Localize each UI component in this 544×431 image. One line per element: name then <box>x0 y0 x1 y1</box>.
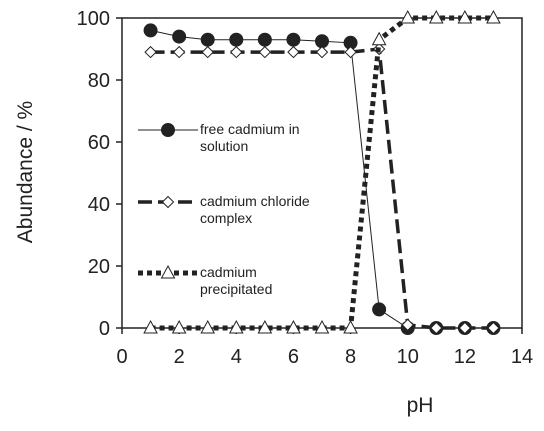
marker <box>314 319 330 334</box>
marker <box>287 45 300 59</box>
legend-entry <box>138 195 198 209</box>
x-tick-label: 2 <box>174 346 185 368</box>
marker <box>400 9 416 24</box>
x-tick-label: 8 <box>345 346 356 368</box>
y-tick-label: 60 <box>88 132 110 154</box>
x-tick-label: 6 <box>288 346 299 368</box>
marker <box>430 321 443 335</box>
marker <box>161 195 175 209</box>
x-tick-label: 4 <box>231 346 242 368</box>
marker <box>161 123 175 137</box>
marker <box>230 45 243 59</box>
x-axis-label: pH <box>407 394 434 417</box>
marker <box>487 321 500 335</box>
marker <box>457 9 473 24</box>
x-tick-label: 12 <box>454 346 476 368</box>
marker <box>258 45 272 59</box>
marker <box>144 45 157 59</box>
marker <box>172 45 186 59</box>
legend-entry <box>138 123 198 137</box>
marker <box>458 321 472 335</box>
y-tick-label: 20 <box>88 256 110 278</box>
marker <box>201 45 214 59</box>
y-axis-label: Abundance / % <box>14 101 37 243</box>
y-tick-label: 80 <box>88 70 110 92</box>
marker <box>286 32 301 47</box>
marker <box>344 45 357 59</box>
marker <box>171 319 187 334</box>
marker <box>228 319 244 334</box>
y-tick-label: 100 <box>77 8 110 30</box>
y-tick-label: 40 <box>88 194 110 216</box>
marker <box>200 32 215 47</box>
y-tick-label: 0 <box>99 318 110 340</box>
x-tick-label: 0 <box>116 346 127 368</box>
marker <box>160 264 176 279</box>
x-tick-label: 14 <box>511 346 533 368</box>
marker <box>172 29 187 44</box>
marker <box>371 31 387 46</box>
marker <box>486 9 501 24</box>
marker <box>401 318 414 332</box>
marker <box>143 319 158 334</box>
legend-entry <box>138 264 198 279</box>
legend-label: cadmium precipitated <box>200 264 273 297</box>
marker <box>257 319 273 334</box>
marker <box>372 302 387 317</box>
marker <box>315 45 329 59</box>
marker <box>200 319 216 334</box>
marker <box>315 34 329 49</box>
marker <box>143 23 158 38</box>
marker <box>428 9 444 24</box>
legend-label: cadmium chloride complex <box>200 193 310 226</box>
x-tick-label: 10 <box>397 346 419 368</box>
marker <box>343 319 358 334</box>
marker <box>286 319 301 334</box>
marker <box>257 32 272 47</box>
plot-frame <box>121 17 523 329</box>
marker <box>229 32 244 47</box>
legend-label: free cadmium in solution <box>200 121 300 154</box>
